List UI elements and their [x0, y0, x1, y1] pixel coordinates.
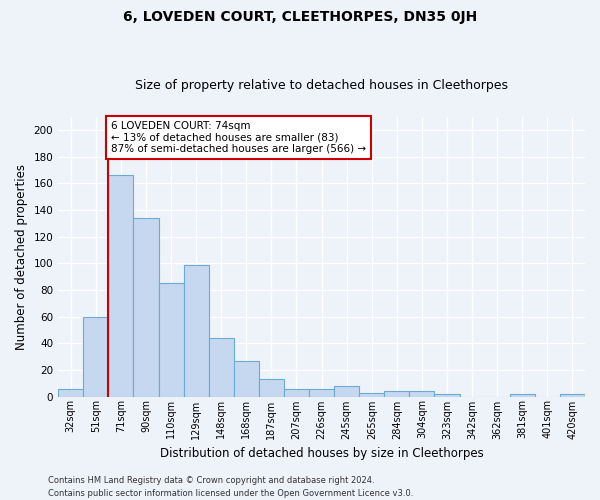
- Bar: [560, 394, 585, 396]
- Bar: [284, 388, 309, 396]
- Bar: [434, 394, 460, 396]
- Bar: [234, 360, 259, 396]
- Bar: [109, 176, 133, 396]
- X-axis label: Distribution of detached houses by size in Cleethorpes: Distribution of detached houses by size …: [160, 447, 484, 460]
- Bar: [58, 388, 83, 396]
- Text: Contains HM Land Registry data © Crown copyright and database right 2024.
Contai: Contains HM Land Registry data © Crown c…: [48, 476, 413, 498]
- Bar: [510, 394, 535, 396]
- Bar: [309, 388, 334, 396]
- Bar: [83, 316, 109, 396]
- Text: 6 LOVEDEN COURT: 74sqm
← 13% of detached houses are smaller (83)
87% of semi-det: 6 LOVEDEN COURT: 74sqm ← 13% of detached…: [111, 121, 366, 154]
- Bar: [334, 386, 359, 396]
- Text: 6, LOVEDEN COURT, CLEETHORPES, DN35 0JH: 6, LOVEDEN COURT, CLEETHORPES, DN35 0JH: [123, 10, 477, 24]
- Bar: [209, 338, 234, 396]
- Bar: [259, 379, 284, 396]
- Bar: [184, 264, 209, 396]
- Y-axis label: Number of detached properties: Number of detached properties: [15, 164, 28, 350]
- Title: Size of property relative to detached houses in Cleethorpes: Size of property relative to detached ho…: [135, 79, 508, 92]
- Bar: [359, 392, 385, 396]
- Bar: [158, 284, 184, 397]
- Bar: [409, 391, 434, 396]
- Bar: [133, 218, 158, 396]
- Bar: [385, 391, 409, 396]
